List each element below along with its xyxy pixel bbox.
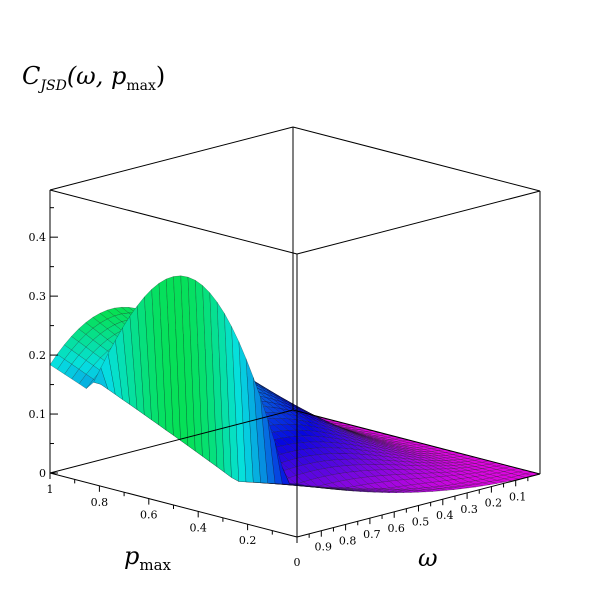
- z-tick-label: 0.3: [29, 290, 47, 303]
- pmax-tick-label: 0.8: [91, 496, 109, 509]
- omega-tick-label: 0.4: [436, 509, 454, 522]
- z-tick-label: 0.4: [29, 231, 47, 244]
- axes: 0 0.1 0.2 0.3 0.4 1 0.8 0.6 0.4 0.2 0 0.9 0.8 0.7 0.6 0…: [29, 190, 541, 569]
- z-tick-label: 0: [39, 467, 46, 480]
- pmax-label-sub: max: [139, 556, 171, 574]
- z-tick-label: 0.2: [29, 349, 47, 362]
- box-edge: [49, 409, 294, 474]
- title-sub: JSD: [37, 78, 66, 94]
- pmax-tick-label: 0.4: [189, 521, 207, 534]
- pmax-tick-label: 0.6: [140, 509, 158, 522]
- box-edge: [296, 190, 541, 255]
- omega-tick-label: 0.2: [485, 497, 503, 510]
- pmax-tick-label: 0.2: [239, 534, 257, 547]
- omega-tick-label: 0.7: [363, 528, 381, 541]
- bounding-box: [49, 126, 541, 537]
- box-edge: [49, 189, 298, 255]
- z-tick-label: 0.1: [29, 408, 47, 421]
- pmax-axis-label: pmax: [124, 542, 172, 574]
- box-edge: [292, 126, 541, 192]
- pmax-label-main: p: [124, 542, 139, 570]
- box-edge: [49, 126, 294, 191]
- surface-mesh: [49, 275, 541, 493]
- omega-axis-label: ω: [418, 544, 438, 572]
- omega-tick-label: 0.8: [339, 534, 357, 547]
- omega-tick-label: 0.9: [315, 541, 333, 554]
- omega-tick-label: 0.1: [509, 490, 527, 503]
- omega-tick-label: 0.6: [387, 522, 405, 535]
- omega-tick-label: 0.3: [460, 503, 478, 516]
- title-close: ): [156, 62, 165, 90]
- chart-title: CJSD(ω, pmax): [22, 62, 165, 94]
- title-args-sub: max: [126, 78, 156, 94]
- box-edge: [292, 409, 541, 475]
- omega-tick-label: 0.5: [412, 516, 430, 529]
- title-args: (ω, p: [67, 62, 127, 90]
- pmax-tick-label: 0: [294, 556, 301, 569]
- title-main: C: [22, 62, 40, 90]
- pmax-tick-label: 1: [47, 483, 54, 496]
